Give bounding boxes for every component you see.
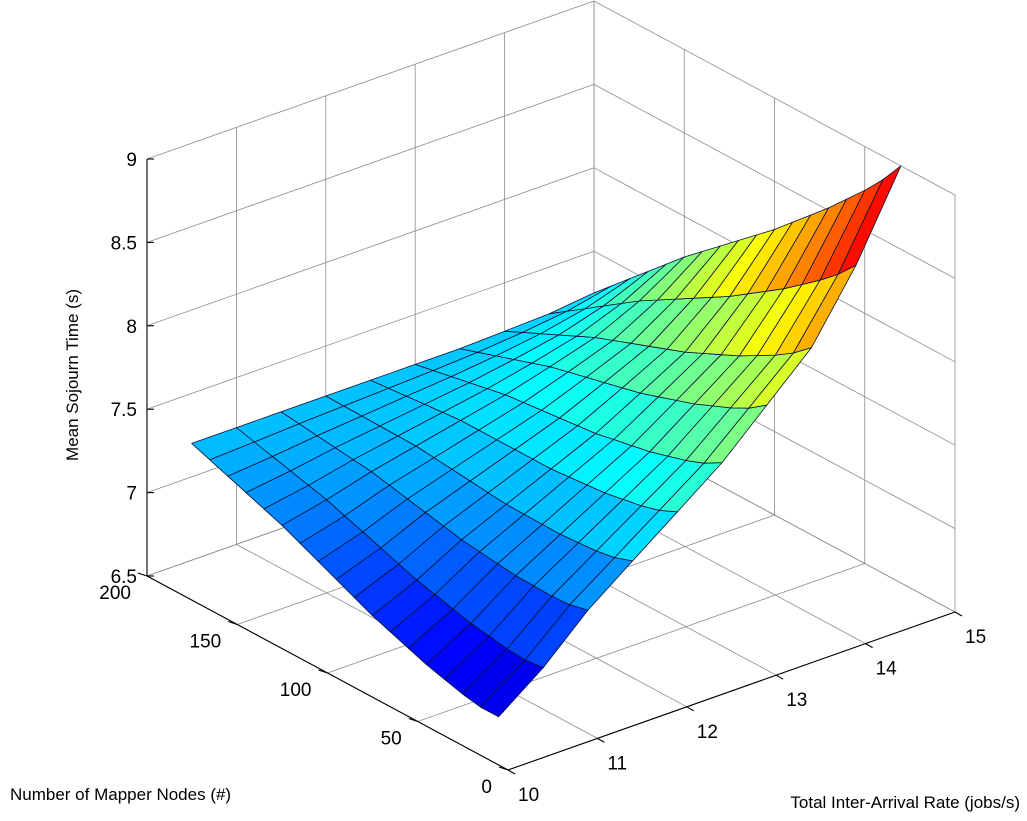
- z-tick-label: 9: [126, 150, 137, 171]
- x-tick-mark: [686, 706, 695, 712]
- back-wall-grid-z: [146, 167, 595, 327]
- y-tick-mark: [137, 572, 148, 577]
- z-tick-label: 7.5: [111, 400, 137, 421]
- y-tick-mark: [228, 620, 238, 626]
- y-tick-label: 100: [280, 680, 312, 701]
- x-tick-mark: [775, 674, 784, 680]
- surface-patch: [837, 165, 902, 275]
- z-tick-label: 8.5: [111, 233, 137, 254]
- x-tick-mark: [507, 769, 516, 775]
- axes-frame: [137, 158, 963, 775]
- x-axis-line: [507, 611, 956, 771]
- x-tick-mark: [954, 611, 963, 617]
- side-wall-grid-z: [593, 0, 956, 196]
- z-tick-label: 8: [126, 317, 137, 338]
- x-tick-label: 10: [518, 785, 539, 806]
- x-tick-mark: [865, 643, 873, 649]
- back-wall-grid-z: [146, 250, 595, 410]
- x-tick-label: 15: [965, 627, 986, 648]
- side-wall-grid-z: [593, 84, 956, 279]
- y-tick-mark: [408, 717, 418, 723]
- y-tick-label: 0: [481, 777, 492, 798]
- x-axis-label: Total Inter-Arrival Rate (jobs/s): [790, 793, 1020, 812]
- back-wall-grid-z: [146, 0, 595, 160]
- x-tick-label: 11: [607, 753, 627, 774]
- y-tick-label: 150: [190, 632, 222, 653]
- x-tick-label: 12: [697, 722, 718, 743]
- x-tick-label: 14: [876, 659, 898, 680]
- y-tick-label: 50: [381, 729, 402, 750]
- z-tick-label: 7: [126, 484, 137, 505]
- z-tick-label: 6.5: [111, 567, 137, 588]
- back-wall-grid-z: [146, 84, 595, 243]
- y-axis-label: Number of Mapper Nodes (#): [10, 785, 231, 804]
- z-axis-label: Mean Sojourn Time (s): [63, 289, 82, 461]
- y-tick-mark: [498, 766, 509, 771]
- x-tick-label: 13: [786, 690, 807, 711]
- surface-mesh: [191, 165, 902, 718]
- y-tick-label: 200: [99, 583, 131, 604]
- x-tick-mark: [597, 737, 605, 743]
- y-tick-mark: [318, 669, 328, 674]
